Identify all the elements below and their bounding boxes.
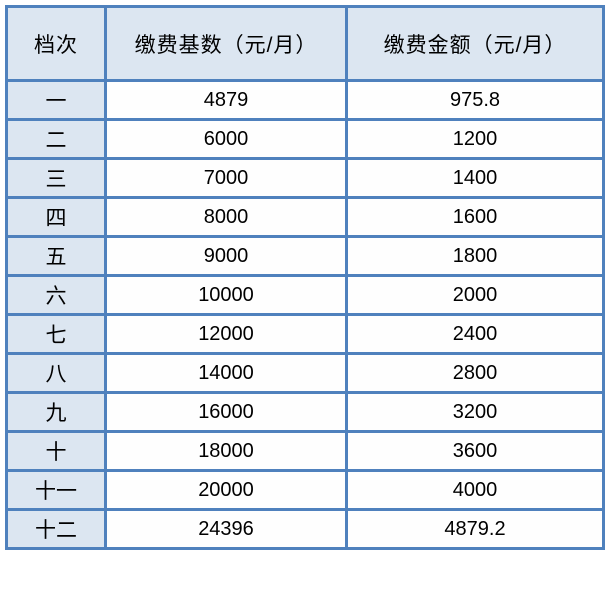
tier-cell: 十二: [5, 508, 107, 550]
tier-cell: 一: [5, 79, 107, 121]
table-row: 十一 20000 4000: [5, 469, 605, 511]
header-cell-amount: 缴费金额（元/月）: [345, 5, 605, 82]
base-cell: 24396: [104, 508, 348, 550]
base-cell: 16000: [104, 391, 348, 433]
amount-cell: 2800: [345, 352, 605, 394]
table-row: 十 18000 3600: [5, 430, 605, 472]
base-cell: 20000: [104, 469, 348, 511]
amount-cell: 4879.2: [345, 508, 605, 550]
document-page: 档次 缴费基数（元/月） 缴费金额（元/月） 一 4879 975.8 二 60…: [5, 5, 605, 550]
tier-cell: 十: [5, 430, 107, 472]
amount-cell: 4000: [345, 469, 605, 511]
table-row: 十二 24396 4879.2: [5, 508, 605, 550]
tier-cell: 二: [5, 118, 107, 160]
base-cell: 12000: [104, 313, 348, 355]
amount-cell: 975.8: [345, 79, 605, 121]
amount-cell: 1200: [345, 118, 605, 160]
payment-tier-table: 档次 缴费基数（元/月） 缴费金额（元/月） 一 4879 975.8 二 60…: [5, 5, 605, 550]
header-row: 档次 缴费基数（元/月） 缴费金额（元/月）: [5, 5, 605, 82]
base-cell: 6000: [104, 118, 348, 160]
tier-cell: 九: [5, 391, 107, 433]
base-cell: 4879: [104, 79, 348, 121]
tier-cell: 十一: [5, 469, 107, 511]
amount-cell: 1600: [345, 196, 605, 238]
tier-cell: 三: [5, 157, 107, 199]
table-row: 五 9000 1800: [5, 235, 605, 277]
table-row: 八 14000 2800: [5, 352, 605, 394]
amount-cell: 2400: [345, 313, 605, 355]
base-cell: 18000: [104, 430, 348, 472]
header-cell-tier: 档次: [5, 5, 107, 82]
amount-cell: 3200: [345, 391, 605, 433]
table-row: 九 16000 3200: [5, 391, 605, 433]
base-cell: 7000: [104, 157, 348, 199]
table-row: 七 12000 2400: [5, 313, 605, 355]
table-row: 六 10000 2000: [5, 274, 605, 316]
tier-cell: 六: [5, 274, 107, 316]
tier-cell: 四: [5, 196, 107, 238]
base-cell: 10000: [104, 274, 348, 316]
table-row: 三 7000 1400: [5, 157, 605, 199]
amount-cell: 1400: [345, 157, 605, 199]
tier-cell: 七: [5, 313, 107, 355]
base-cell: 14000: [104, 352, 348, 394]
table-row: 一 4879 975.8: [5, 79, 605, 121]
amount-cell: 3600: [345, 430, 605, 472]
base-cell: 8000: [104, 196, 348, 238]
header-cell-base: 缴费基数（元/月）: [104, 5, 348, 82]
amount-cell: 2000: [345, 274, 605, 316]
table-row: 二 6000 1200: [5, 118, 605, 160]
tier-cell: 八: [5, 352, 107, 394]
tier-cell: 五: [5, 235, 107, 277]
amount-cell: 1800: [345, 235, 605, 277]
table-row: 四 8000 1600: [5, 196, 605, 238]
base-cell: 9000: [104, 235, 348, 277]
